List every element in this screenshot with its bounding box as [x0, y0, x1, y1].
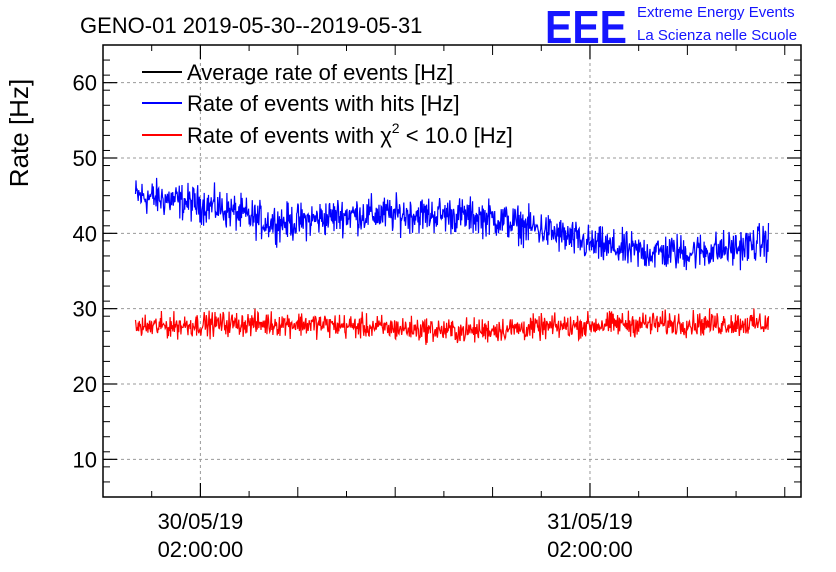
legend-chi2-prefix: Rate of events with: [187, 123, 380, 148]
x-tick-label-time: 02:00:00: [158, 537, 244, 562]
legend-chi2-symbol: χ: [380, 123, 392, 148]
chart-title: GENO-01 2019-05-30--2019-05-31: [80, 13, 422, 38]
legend-label-chi2: Rate of events with χ2 < 10.0 [Hz]: [187, 120, 513, 148]
axes: 10 20 30 40 50 60 30/05/19 02:00:00 31/05/19 02:0…: [73, 44, 801, 562]
legend-chi2-superscript: 2: [392, 120, 400, 136]
y-tick-label: 60: [73, 71, 97, 96]
x-tick-label-date: 30/05/19: [158, 509, 244, 534]
y-tick-label: 40: [73, 221, 97, 246]
series-line-1: [134, 177, 770, 271]
grid-lines: [103, 45, 801, 497]
eee-logo: EEE Extreme Energy Events La Scienza nel…: [545, 1, 797, 53]
series-layer: [134, 177, 770, 345]
y-tick-label: 50: [73, 146, 97, 171]
legend-label-hits: Rate of events with hits [Hz]: [187, 91, 460, 116]
y-tick-label: 20: [73, 372, 97, 397]
y-tick-label: 10: [73, 447, 97, 472]
brand-line-2: La Scienza nelle Scuole: [637, 27, 797, 44]
y-axis-label: Rate [Hz]: [4, 79, 34, 187]
brand-line-1: Extreme Energy Events: [637, 4, 795, 21]
y-tick-label: 30: [73, 297, 97, 322]
series-line-2: [134, 308, 770, 345]
legend-chi2-suffix: < 10.0 [Hz]: [400, 123, 513, 148]
legend: Average rate of events [Hz] Rate of even…: [142, 60, 513, 148]
plot-frame: [102, 44, 802, 498]
x-tick-label-time: 02:00:00: [547, 537, 633, 562]
legend-label-average: Average rate of events [Hz]: [187, 60, 453, 85]
x-tick-label-date: 31/05/19: [547, 509, 633, 534]
